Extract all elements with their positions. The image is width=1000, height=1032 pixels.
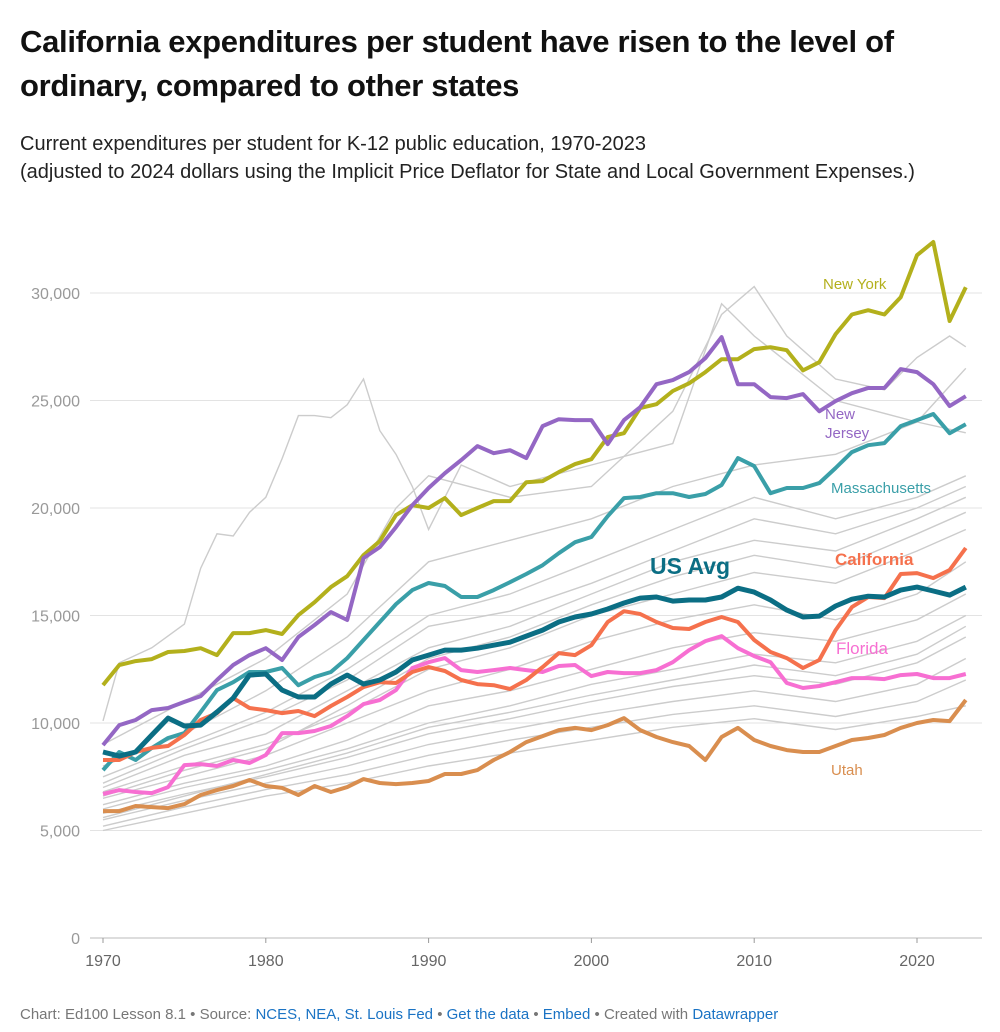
separator: •: [533, 1006, 539, 1023]
label-us-avg: US Avg: [650, 553, 731, 579]
y-tick-label: 30,000: [31, 286, 80, 303]
other-state-line: [102, 625, 967, 819]
x-tick-label: 2010: [736, 953, 772, 970]
label-new-jersey: New Jersey: [825, 406, 870, 442]
other-state-line: [102, 561, 967, 799]
other-state-line: [102, 614, 967, 810]
other-state-line: [102, 528, 967, 793]
separator: •: [594, 1006, 600, 1023]
label-utah: Utah: [831, 762, 863, 779]
other-state-line: [102, 657, 967, 821]
y-tick-label: 25,000: [31, 394, 80, 411]
other-state-line: [102, 302, 966, 722]
chart-title: California expenditures per student have…: [20, 24, 894, 103]
y-tick-label: 10,000: [31, 716, 80, 733]
y-tick-label: 5,000: [40, 824, 80, 841]
get-data-link[interactable]: Get the data: [446, 1006, 530, 1023]
source-link[interactable]: NCES, NEA, St. Louis Fed: [255, 1006, 434, 1023]
label-california: California: [835, 550, 914, 569]
y-tick-label: 15,000: [31, 609, 80, 626]
label-florida: Florida: [836, 639, 888, 658]
other-state-line: [102, 485, 967, 784]
separator: •: [437, 1006, 443, 1023]
series-line-us-avg: [102, 584, 967, 759]
series-line-new-york: [101, 240, 968, 687]
source-label: Source:: [199, 1006, 252, 1023]
series-line-new-jersey: [101, 335, 967, 747]
other-state-line: [102, 475, 967, 778]
y-tick-label: 0: [71, 931, 80, 948]
subtitle-line-1: Current expenditures per student for K-1…: [20, 133, 646, 155]
chart-credit: Chart: Ed100 Lesson 8.1: [20, 1006, 186, 1023]
x-tick-label: 1980: [248, 953, 284, 970]
x-tick-label: 1970: [85, 953, 121, 970]
chart-footer: Chart: Ed100 Lesson 8.1 • Source: NCES, …: [20, 1006, 778, 1023]
created-with-label: Created with: [603, 1006, 689, 1023]
series-line-utah: [103, 698, 968, 814]
subtitle-line-2: (adjusted to 2024 dollars using the Impl…: [20, 161, 915, 183]
series-line-massachusetts: [101, 412, 967, 772]
embed-link[interactable]: Embed: [542, 1006, 591, 1023]
x-tick-label: 1990: [411, 953, 447, 970]
label-new-york: New York: [823, 276, 887, 293]
other-state-line: [102, 593, 967, 806]
datawrapper-link[interactable]: Datawrapper: [692, 1006, 779, 1023]
x-tick-label: 2020: [899, 953, 935, 970]
other-state-line: [102, 511, 967, 797]
other-state-line: [102, 367, 967, 767]
series-line-california: [103, 546, 968, 762]
label-massachusetts: Massachusetts: [831, 480, 932, 497]
y-tick-label: 20,000: [31, 501, 80, 518]
other-state-line: [102, 705, 966, 832]
other-state-line: [102, 496, 967, 789]
other-state-line: [102, 285, 967, 746]
chart-subtitle: Current expenditures per student for K-1…: [20, 130, 980, 186]
x-tick-label: 2000: [574, 953, 610, 970]
separator: •: [190, 1006, 196, 1023]
